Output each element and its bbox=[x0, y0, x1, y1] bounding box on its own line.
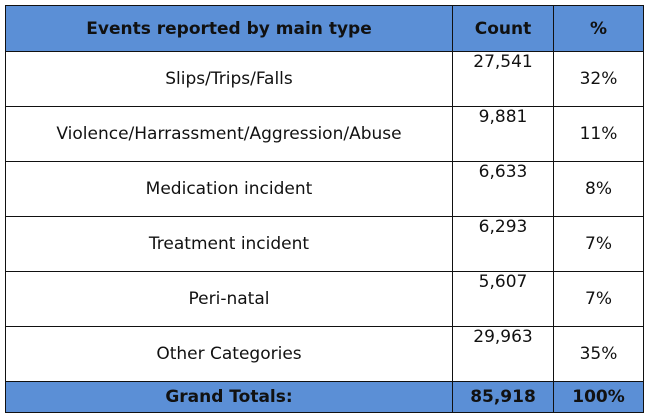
percent-cell: 11% bbox=[553, 106, 644, 162]
percent-cell: 8% bbox=[553, 161, 644, 217]
event-type-cell: Violence/Harrassment/Aggression/Abuse bbox=[5, 106, 453, 162]
events-table: Events reported by main type Count % Sli… bbox=[5, 5, 644, 413]
count-cell: 6,633 bbox=[452, 161, 554, 217]
grand-total-percent: 100% bbox=[553, 381, 644, 413]
count-cell: 29,963 bbox=[452, 326, 554, 382]
header-event-type: Events reported by main type bbox=[5, 5, 453, 52]
table-row: Medication incident 6,633 8% bbox=[5, 161, 644, 217]
grand-total-label: Grand Totals: bbox=[5, 381, 453, 413]
percent-cell: 35% bbox=[553, 326, 644, 382]
count-cell: 6,293 bbox=[452, 216, 554, 272]
header-percent: % bbox=[553, 5, 644, 52]
percent-cell: 7% bbox=[553, 271, 644, 327]
table-row: Peri-natal 5,607 7% bbox=[5, 271, 644, 327]
event-type-cell: Medication incident bbox=[5, 161, 453, 217]
header-count: Count bbox=[452, 5, 554, 52]
grand-total-count: 85,918 bbox=[452, 381, 554, 413]
event-type-cell: Slips/Trips/Falls bbox=[5, 51, 453, 107]
event-type-cell: Peri-natal bbox=[5, 271, 453, 327]
table-row: Other Categories 29,963 35% bbox=[5, 326, 644, 382]
percent-cell: 7% bbox=[553, 216, 644, 272]
count-cell: 27,541 bbox=[452, 51, 554, 107]
count-cell: 5,607 bbox=[452, 271, 554, 327]
table-row: Violence/Harrassment/Aggression/Abuse 9,… bbox=[5, 106, 644, 162]
grand-total-row: Grand Totals: 85,918 100% bbox=[5, 381, 644, 413]
event-type-cell: Other Categories bbox=[5, 326, 453, 382]
table-header-row: Events reported by main type Count % bbox=[5, 5, 644, 52]
percent-cell: 32% bbox=[553, 51, 644, 107]
event-type-cell: Treatment incident bbox=[5, 216, 453, 272]
table-row: Slips/Trips/Falls 27,541 32% bbox=[5, 51, 644, 107]
table-row: Treatment incident 6,293 7% bbox=[5, 216, 644, 272]
count-cell: 9,881 bbox=[452, 106, 554, 162]
